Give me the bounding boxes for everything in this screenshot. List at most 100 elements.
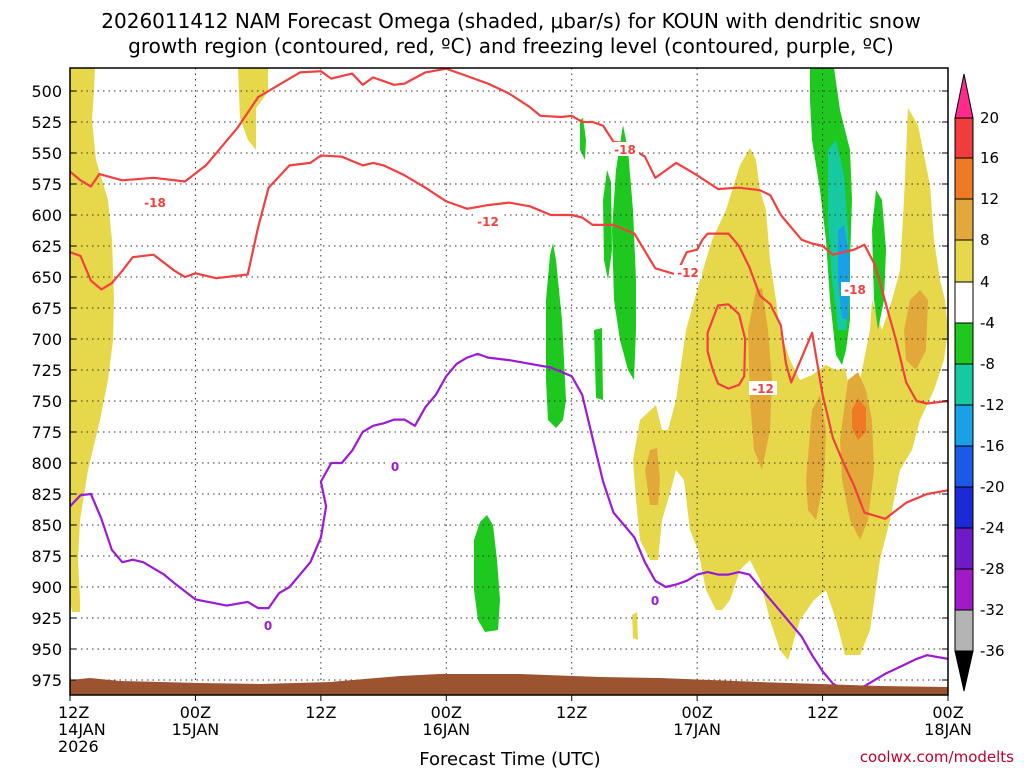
omega-region-orange-b	[748, 288, 772, 470]
colorbar-label: 16	[980, 149, 999, 167]
x-tick-label: 12Z	[807, 703, 838, 722]
contour-dgz_minus12_loop	[706, 303, 747, 390]
y-tick-label: 650	[31, 268, 62, 287]
omega-region-left-4to8	[70, 68, 114, 612]
colorbar-label: -36	[980, 642, 1005, 660]
contour-label-bg	[649, 593, 661, 607]
y-tick-label: 750	[31, 392, 62, 411]
colorbar-swatch	[954, 445, 974, 488]
y-tick-label: 675	[31, 299, 62, 318]
colorbar-swatch	[954, 609, 974, 652]
x-tick-label: 12Z	[556, 703, 587, 722]
y-tick-label: 625	[31, 237, 62, 256]
y-tick-label: 975	[31, 671, 62, 690]
omega-region-top-4to8	[238, 68, 268, 150]
colorbar-label: 8	[980, 231, 990, 249]
x-tick-label: 12Z	[58, 703, 89, 722]
x-tick-label: 00Z	[932, 703, 963, 722]
contour-label-bg	[141, 195, 169, 209]
y-tick-label: 600	[31, 206, 62, 225]
x-tick-label: 18JAN	[924, 720, 972, 739]
x-tick-label: 00Z	[681, 703, 712, 722]
y-tick-label: 800	[31, 454, 62, 473]
contour-label-group: -18 -18 -18 -12 -12 -12 0 0 0	[141, 142, 869, 633]
colorbar-label: -20	[980, 478, 1005, 496]
y-tick-label: 900	[31, 578, 62, 597]
x-tick-label: 15JAN	[172, 720, 220, 739]
x-tick-label: 16JAN	[422, 720, 470, 739]
colorbar-swatch	[954, 486, 974, 529]
omega-region-blue-right	[838, 225, 850, 320]
y-tick-label: 525	[31, 113, 62, 132]
colorbar-swatch	[954, 157, 974, 200]
y-tick-label: 500	[31, 82, 62, 101]
colorbar-arrow-top	[954, 73, 974, 119]
omega-region-green-c	[580, 118, 586, 160]
contour-label: 0	[651, 594, 659, 608]
x-tick-label: 00Z	[431, 703, 462, 722]
omega-region-green-e	[612, 125, 636, 380]
chart-title-line1: 2026011412 NAM Forecast Omega (shaded, μ…	[101, 9, 920, 33]
y-tick-label: 875	[31, 547, 62, 566]
x-tick-label: 14JAN	[58, 720, 106, 739]
contour-label: 0	[391, 460, 399, 474]
contour-label: -18	[144, 196, 166, 210]
y-tick-label: 575	[31, 175, 62, 194]
omega-shading-group	[70, 68, 948, 660]
contour-dgz_minus18_upper	[70, 68, 948, 405]
contour-label-bg	[474, 214, 502, 228]
x-axis-label: Forecast Time (UTC)	[419, 749, 600, 768]
contour-label-bg	[841, 282, 869, 296]
contour-label: 0	[264, 619, 272, 633]
contour-label: -12	[677, 266, 699, 280]
colorbar: 20 16 12 8 4 -4 -8 -12 -16 -20 -24 -28 -32 -36	[954, 73, 1005, 692]
contour-label: -12	[752, 382, 774, 396]
x-tick-label: 17JAN	[673, 720, 721, 739]
contour-label: -18	[614, 143, 636, 157]
colorbar-arrow-bottom	[954, 650, 974, 692]
y-axis: 500 525 550 575 600 625 650 675 700 725 750 775 800 8…	[31, 82, 948, 690]
colorbar-label: -32	[980, 601, 1005, 619]
y-tick-label: 925	[31, 609, 62, 628]
colorbar-label: -28	[980, 560, 1005, 578]
y-tick-label: 950	[31, 640, 62, 659]
y-tick-label: 700	[31, 330, 62, 349]
colorbar-swatch	[954, 568, 974, 611]
colorbar-label: -4	[980, 314, 995, 332]
contour-label-bg	[749, 381, 777, 395]
colorbar-label: -8	[980, 355, 995, 373]
colorbar-swatch	[954, 239, 974, 283]
colorbar-swatch	[954, 281, 974, 324]
colorbar-swatch	[954, 363, 974, 406]
contour-label-bg	[611, 142, 639, 156]
y-tick-label: 725	[31, 361, 62, 380]
contour-dgz_minus12_lower	[70, 154, 948, 520]
colorbar-swatch	[954, 198, 974, 241]
x-tick-label: 2026	[58, 737, 99, 756]
omega-region-green-a	[474, 515, 500, 632]
omega-region-orange-f	[852, 398, 866, 440]
contour-label: -18	[844, 283, 866, 297]
colorbar-label: 20	[980, 109, 999, 127]
omega-region-orange-a	[645, 448, 660, 505]
contour-label-bg	[262, 618, 274, 632]
colorbar-label: 12	[980, 190, 999, 208]
y-tick-label: 825	[31, 485, 62, 504]
chart-title-line2: growth region (contoured, red, ºC) and f…	[128, 34, 894, 58]
y-tick-label: 775	[31, 423, 62, 442]
colorbar-swatch	[954, 322, 974, 365]
contour-label-bg	[389, 459, 401, 473]
credit-text: coolwx.com/modelts	[860, 748, 1014, 766]
grid-lines	[70, 68, 948, 695]
omega-region-green-b	[546, 243, 566, 428]
contour-lines	[70, 68, 948, 695]
omega-region-small-4to8	[632, 612, 638, 640]
contour-label: -12	[477, 215, 499, 229]
colorbar-swatch	[954, 117, 974, 159]
colorbar-swatch	[954, 527, 974, 570]
colorbar-label: -24	[980, 519, 1005, 537]
y-tick-label: 550	[31, 144, 62, 163]
plot-frame	[69, 67, 949, 696]
